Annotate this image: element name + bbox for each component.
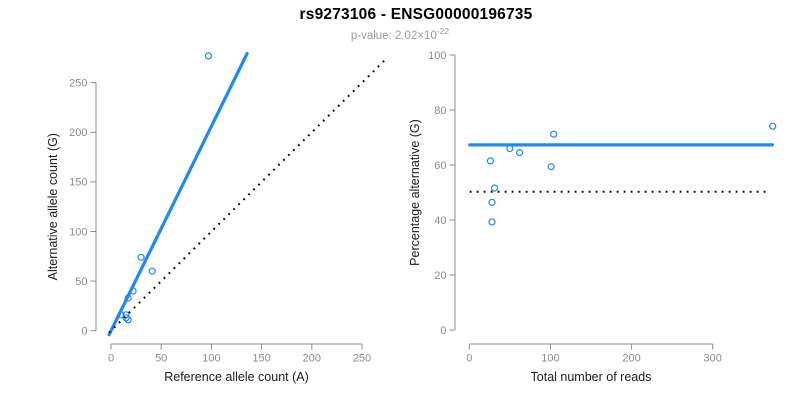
x-tick-label: 100	[541, 353, 559, 365]
y-tick-label: 150	[69, 177, 87, 189]
data-point	[488, 198, 496, 206]
identity-line	[108, 58, 387, 334]
fit-line	[107, 51, 249, 337]
data-point	[488, 218, 496, 226]
y-tick-label: 100	[69, 226, 87, 238]
x-tick-label: 200	[303, 353, 321, 365]
y-tick-label: 250	[69, 78, 87, 90]
y-tick-label: 60	[434, 160, 446, 172]
data-point	[124, 316, 132, 324]
data-point	[137, 253, 145, 261]
right-panel: 0 100 200 300 0 20 40 60 80 100 Total number of re…	[408, 50, 777, 384]
x-tick-label: 200	[622, 353, 640, 365]
y-tick-label: 0	[81, 326, 87, 338]
y-axis-title: Alternative allele count (G)	[46, 133, 60, 280]
data-point	[486, 157, 494, 165]
data-point	[204, 52, 212, 60]
x-tick-label: 300	[704, 353, 722, 365]
y-tick-label: 0	[440, 325, 446, 337]
left-panel: 0 50 100 150 200 250 0 50 100 150 200 250 Reference …	[46, 51, 387, 384]
x-tick-label: 0	[108, 353, 114, 365]
y-tick-label: 80	[434, 105, 446, 117]
y-tick-label: 20	[434, 270, 446, 282]
data-point	[550, 130, 558, 138]
y-axis-title: Percentage alternative (G)	[408, 119, 422, 266]
data-point	[769, 122, 777, 130]
y-tick-label: 50	[75, 276, 87, 288]
data-point	[490, 184, 499, 192]
y-tick-label: 200	[69, 127, 87, 139]
y-tick-label: 100	[428, 50, 446, 62]
x-axis-title: Total number of reads	[531, 370, 652, 384]
data-point	[515, 149, 524, 157]
x-tick-label: 250	[353, 353, 371, 365]
x-tick-label: 50	[155, 353, 167, 365]
y-tick-label: 40	[434, 215, 446, 227]
data-point	[122, 314, 130, 322]
x-tick-label: 0	[466, 353, 472, 365]
data-point	[547, 163, 555, 171]
data-point	[148, 267, 156, 275]
x-tick-label: 100	[202, 353, 220, 365]
x-axis-title: Reference allele count (A)	[164, 370, 309, 384]
x-tick-label: 150	[252, 353, 270, 365]
